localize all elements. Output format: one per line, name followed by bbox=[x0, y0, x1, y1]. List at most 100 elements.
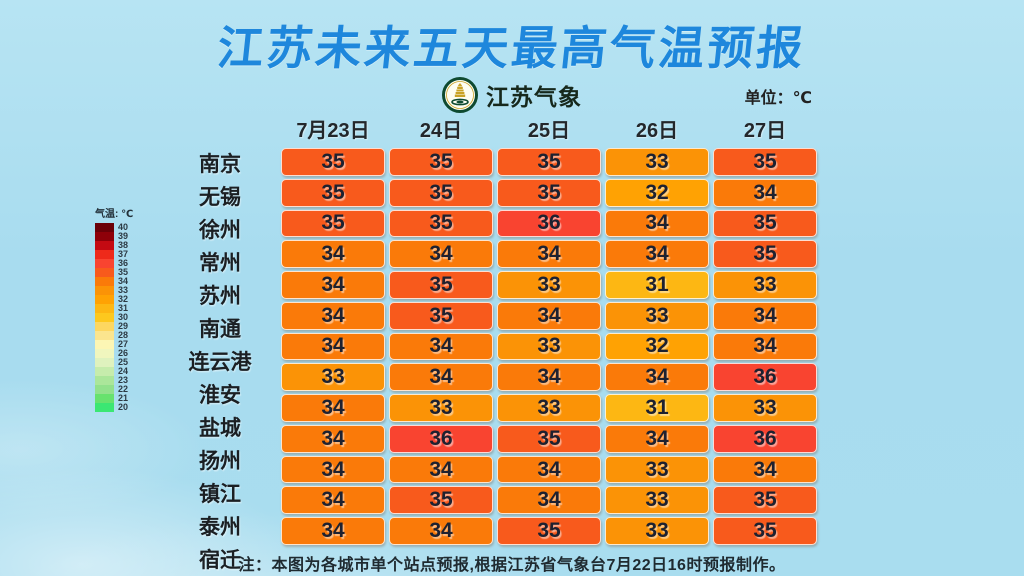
brand-label: 江苏气象 bbox=[486, 84, 582, 110]
temp-cell: 31 bbox=[605, 271, 709, 299]
legend-color-swatch bbox=[95, 340, 114, 349]
legend-color-swatch bbox=[95, 385, 114, 394]
temp-cell: 36 bbox=[497, 209, 601, 238]
legend-color-swatch bbox=[95, 394, 114, 403]
temp-cell: 32 bbox=[605, 178, 709, 207]
city-label: 泰州 bbox=[199, 516, 241, 539]
page-title: 江苏未来五天最高气温预报 bbox=[214, 22, 809, 74]
temp-cell: 33 bbox=[605, 301, 709, 330]
legend-entry: 21 bbox=[95, 394, 133, 403]
temp-cell: 33 bbox=[605, 148, 709, 176]
temp-cell: 35 bbox=[389, 301, 493, 330]
legend-color-swatch bbox=[95, 268, 114, 277]
brand: 江苏气象 bbox=[0, 76, 1024, 114]
legend-color-swatch bbox=[95, 313, 114, 322]
legend-tick-label: 28 bbox=[118, 330, 129, 340]
temp-cell: 34 bbox=[713, 332, 817, 361]
temp-cell: 34 bbox=[497, 486, 601, 515]
temp-cell: 35 bbox=[713, 209, 817, 238]
temp-cell: 34 bbox=[389, 240, 493, 269]
temp-cell: 34 bbox=[281, 240, 385, 269]
temp-cell: 34 bbox=[605, 240, 709, 269]
temp-cell: 36 bbox=[389, 424, 493, 453]
temp-cell: 35 bbox=[389, 271, 493, 299]
legend-entry: 20 bbox=[95, 403, 133, 412]
legend-entry: 23 bbox=[95, 376, 133, 385]
legend-tick-label: 40 bbox=[118, 222, 129, 232]
temp-cell: 34 bbox=[281, 486, 385, 515]
temp-cell: 35 bbox=[281, 148, 385, 176]
legend-entry: 24 bbox=[95, 367, 133, 376]
legend-tick-label: 37 bbox=[118, 249, 129, 259]
legend-color-swatch bbox=[95, 403, 114, 412]
temp-cell: 35 bbox=[713, 148, 817, 176]
temp-cell: 32 bbox=[605, 332, 709, 361]
legend-tick-label: 29 bbox=[118, 321, 129, 331]
legend-title: 气温: ℃ bbox=[95, 209, 134, 220]
legend-color-swatch bbox=[95, 250, 114, 259]
legend-tick-label: 38 bbox=[118, 240, 129, 250]
temp-cell: 33 bbox=[497, 394, 601, 422]
temp-cell: 35 bbox=[713, 240, 817, 269]
jiangsu-weather-logo-icon bbox=[442, 77, 478, 113]
temp-cell: 34 bbox=[713, 301, 817, 330]
temp-cell: 31 bbox=[605, 394, 709, 422]
legend-color-swatch bbox=[95, 232, 114, 241]
temp-cell: 33 bbox=[713, 271, 817, 299]
legend-color-swatch bbox=[95, 367, 114, 376]
legend-scale: 40 39 38 37 36 35 34 33 32 31 30 29 28 27 26 25 24 23 22 21… bbox=[95, 223, 133, 412]
temp-cell: 35 bbox=[281, 178, 385, 207]
temp-cell: 34 bbox=[605, 363, 709, 392]
temp-cell: 34 bbox=[281, 455, 385, 484]
city-label: 扬州 bbox=[199, 450, 241, 473]
temp-cell: 34 bbox=[281, 271, 385, 299]
temp-cell: 34 bbox=[605, 209, 709, 238]
legend-color-swatch bbox=[95, 223, 114, 232]
city-label: 盐城 bbox=[199, 417, 241, 440]
legend-color-swatch bbox=[95, 286, 114, 295]
temp-cell: 35 bbox=[497, 517, 601, 545]
temp-cell: 33 bbox=[497, 332, 601, 361]
date-header-cell: 26日 bbox=[635, 119, 679, 142]
legend-color-swatch bbox=[95, 259, 114, 268]
temp-cell: 34 bbox=[281, 517, 385, 545]
city-label: 无锡 bbox=[199, 186, 241, 209]
legend-color-swatch bbox=[95, 349, 114, 358]
temp-cell: 34 bbox=[281, 394, 385, 422]
legend-color-swatch bbox=[95, 322, 114, 331]
temp-cell: 34 bbox=[389, 455, 493, 484]
temperature-legend: 气温: ℃ 40 39 38 37 36 35 34 33 32 31 30 29 28 27 26 25 24… bbox=[95, 205, 133, 412]
legend-entry: 35 bbox=[95, 268, 133, 277]
temp-cell: 33 bbox=[497, 271, 601, 299]
city-column: 南京 无锡 徐州 常州 苏州 南通 连云港 淮安 盐城 扬州 镇江 泰州 宿迁 bbox=[166, 148, 274, 572]
legend-color-swatch bbox=[95, 331, 114, 340]
legend-tick-label: 35 bbox=[118, 267, 129, 277]
legend-tick-label: 31 bbox=[118, 303, 129, 313]
temp-cell: 33 bbox=[605, 455, 709, 484]
temp-cell: 35 bbox=[497, 148, 601, 176]
temp-cell: 33 bbox=[389, 394, 493, 422]
temp-cell: 33 bbox=[281, 363, 385, 392]
city-label: 常州 bbox=[199, 252, 241, 275]
footnote: 注：本图为各城市单个站点预报,根据江苏省气象台7月22日16时预报制作。 bbox=[238, 557, 786, 574]
legend-tick-label: 26 bbox=[118, 348, 129, 358]
temperature-grid: 35 35 35 33 35 35 35 35 32 34 35 35 36 34 35 34 34 34 34 35… bbox=[281, 148, 817, 545]
temp-cell: 34 bbox=[281, 301, 385, 330]
date-header-row: 7月23日 24日 25日 26日 27日 bbox=[281, 112, 817, 144]
legend-tick-label: 27 bbox=[118, 339, 129, 349]
legend-color-swatch bbox=[95, 304, 114, 313]
legend-color-swatch bbox=[95, 295, 114, 304]
temp-cell: 33 bbox=[605, 486, 709, 515]
temp-cell: 36 bbox=[713, 424, 817, 453]
legend-tick-label: 32 bbox=[118, 294, 129, 304]
legend-entry: 39 bbox=[95, 232, 133, 241]
legend-entry: 22 bbox=[95, 385, 133, 394]
legend-tick-label: 20 bbox=[118, 402, 129, 412]
city-label: 南通 bbox=[199, 318, 241, 341]
legend-entry: 36 bbox=[95, 259, 133, 268]
legend-color-swatch bbox=[95, 241, 114, 250]
temp-cell: 34 bbox=[281, 424, 385, 453]
legend-entry: 29 bbox=[95, 322, 133, 331]
legend-entry: 26 bbox=[95, 349, 133, 358]
temp-cell: 34 bbox=[605, 424, 709, 453]
